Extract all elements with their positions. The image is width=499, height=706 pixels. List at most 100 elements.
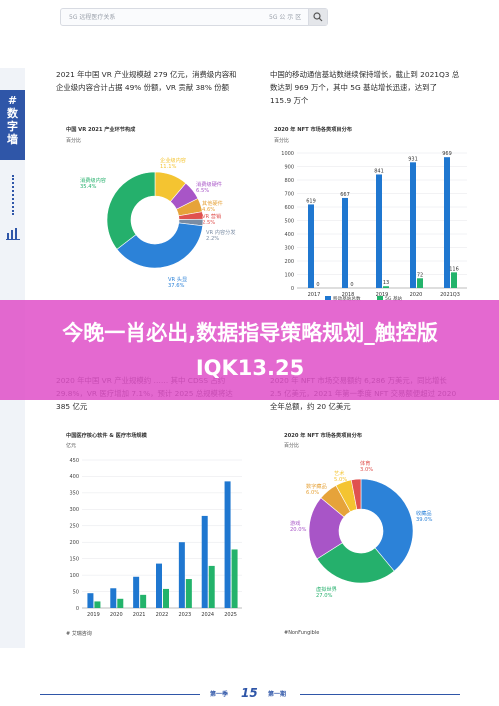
top-left-chart-unit: 百分比: [66, 138, 82, 144]
top-right-paragraph: 中国的移动通信基站数继续保持增长，截止到 2021Q3 总数达到 969 万个，…: [270, 70, 460, 105]
y-tick-10: 1000: [281, 151, 294, 157]
legend-swatch-0: [325, 296, 331, 300]
y-tick-7: 350: [69, 491, 79, 497]
pie-label-6: 消费级内容 35.4%: [80, 176, 106, 190]
x-tick-0: 2017: [308, 292, 321, 298]
bar-0-1: [342, 197, 348, 288]
y-tick-9: 900: [284, 164, 294, 170]
footer-left-label: 第一季: [210, 691, 229, 698]
bottom-right-chart-unit: 百分比: [284, 443, 300, 449]
bar-1-3: [417, 278, 423, 288]
y-tick-3: 150: [69, 556, 79, 562]
x-tick-1: 2020: [110, 612, 123, 618]
search-bar[interactable]: 5G 远程医疗关系 5G 公 示 区: [60, 8, 328, 26]
base-station-bar-chart: 0 100 200 300 400 500 600 700 800 900 1000 619 0 2017…: [281, 151, 467, 302]
top-left-chart-title: 中国 VR 2021 产业环节构成: [66, 127, 136, 133]
pie-label-5: VR 头显 37.6%: [168, 275, 187, 289]
bar-1-6: [231, 549, 238, 608]
bar-value-1-3: 72: [417, 272, 423, 278]
bar-1-5: [208, 565, 215, 608]
bottom-left-source: # 艾瑞咨询: [66, 631, 92, 637]
bar-0-0: [308, 204, 314, 288]
search-button[interactable]: [308, 9, 327, 25]
footer-rule-left: [40, 694, 200, 695]
nft-distribution-pie-chart: 收藏品 39.0% 虚拟世界 27.0% 游戏 20.0% 数字藏品 6.0% 艺术 5.0% 体育…: [290, 459, 433, 599]
bar-0-4: [178, 542, 185, 608]
legend-label-1: 5G 基站: [385, 295, 403, 302]
pie-label-4: 艺术 5.0%: [334, 469, 347, 483]
x-tick-4: 2023: [178, 612, 191, 618]
page-footer: 第一季 15 第一期: [0, 686, 499, 706]
y-tick-7: 700: [284, 191, 294, 197]
bar-0-2: [376, 174, 382, 288]
medical-software-bar-chart: 0 50 100 150 200 250 300 350 400 450 2019 2020 2021 2…: [69, 458, 242, 618]
y-tick-1: 100: [284, 272, 294, 278]
bottom-left-chart-unit: 亿元: [66, 443, 77, 449]
pie-label-5: 体育 3.0%: [360, 459, 373, 473]
footer-rule-right: [300, 694, 460, 695]
bar-value-1-0: 0: [316, 282, 319, 288]
vr-industry-pie-chart: 企业级内容 11.1% 消费级硬件 6.5% 其他硬件 4.6%VR 营销 2.5% VR 内…: [80, 156, 236, 289]
bar-value-1-4: 116: [449, 266, 459, 272]
bar-1-0: [94, 601, 101, 608]
legend-label-0: 移动基站总数: [333, 295, 361, 302]
bar-0-5: [201, 515, 208, 608]
pie-slice-6: [106, 171, 156, 250]
y-tick-5: 500: [284, 218, 294, 224]
pie-label-0: 收藏品 39.0%: [416, 509, 433, 523]
y-tick-3: 300: [284, 245, 294, 251]
promo-banner: [0, 300, 499, 400]
pie-slice-0: [360, 478, 414, 572]
y-tick-1: 50: [73, 589, 79, 595]
bar-value-0-1: 667: [340, 192, 350, 198]
pie-slice-1: [316, 542, 395, 584]
sidebar-tab-data-wall[interactable]: # 数字墙: [0, 90, 25, 160]
bar-value-1-2: 13: [383, 280, 389, 286]
y-tick-8: 400: [69, 474, 79, 480]
y-tick-4: 200: [69, 540, 79, 546]
bar-1-4: [451, 272, 457, 288]
x-tick-3: 2020: [410, 292, 423, 298]
y-tick-8: 800: [284, 178, 294, 184]
bar-1-1: [117, 598, 124, 608]
bar-chart-icon: [6, 228, 20, 240]
y-tick-9: 450: [69, 458, 79, 464]
bar-0-6: [224, 481, 231, 608]
pie-label-3: 数字藏品 6.0%: [306, 482, 327, 496]
bar-value-0-4: 969: [442, 151, 452, 157]
bar-value-0-3: 931: [408, 156, 418, 162]
bar-value-0-0: 619: [306, 198, 316, 204]
y-tick-2: 100: [69, 573, 79, 579]
bar-0-3: [156, 563, 162, 608]
y-tick-0: 0: [76, 606, 79, 612]
search-query-right[interactable]: 5G 公 示 区: [269, 14, 302, 21]
x-tick-6: 2025: [224, 612, 237, 618]
pie-slice-5: [350, 478, 362, 510]
bottom-right-source: #NonFungible: [284, 630, 320, 636]
pie-label-3: VR 营销 2.5%: [202, 212, 221, 226]
x-tick-2: 2021: [133, 612, 146, 618]
legend-swatch-1: [377, 296, 383, 300]
top-left-paragraph: 2021 年中国 VR 产业规模越 279 亿元，消费级内容和企业级内容合计占据…: [56, 70, 237, 92]
bottom-right-chart-title: 2020 年 NFT 市场各类项目分布: [284, 433, 362, 439]
x-tick-4: 2021Q3: [440, 292, 460, 298]
bar-0-1: [110, 588, 117, 608]
top-right-chart-title: 2020 年 NFT 市场各类项目分布: [274, 127, 352, 133]
pie-label-4: VR 内容分发 2.2%: [206, 228, 236, 242]
pie-slice-5: [116, 222, 203, 269]
pie-label-1: 消费级硬件 6.5%: [196, 180, 222, 194]
bar-0-3: [410, 162, 416, 288]
page-number: 15: [241, 686, 258, 700]
x-tick-5: 2024: [201, 612, 214, 618]
search-query-left[interactable]: 5G 远程医疗关系: [69, 14, 116, 21]
y-tick-4: 400: [284, 232, 294, 238]
y-tick-5: 250: [69, 524, 79, 530]
bar-value-0-2: 841: [374, 168, 384, 174]
y-tick-2: 200: [284, 259, 294, 265]
x-tick-0: 2019: [87, 612, 100, 618]
sidebar-tab-label: # 数字墙: [7, 94, 18, 146]
search-icon: [313, 12, 323, 22]
y-tick-0: 0: [291, 286, 294, 292]
y-tick-6: 300: [69, 507, 79, 513]
bar-1-3: [163, 588, 169, 608]
